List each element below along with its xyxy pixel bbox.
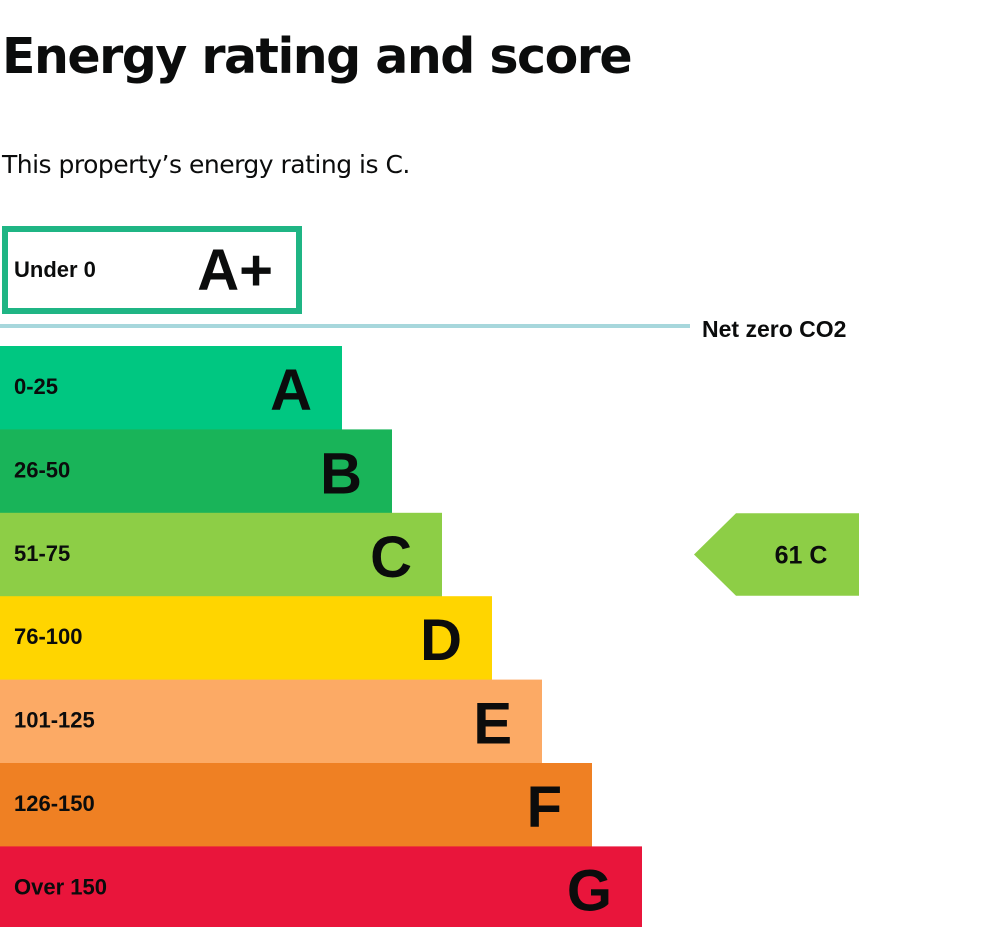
band-f-score-range: 126-150: [14, 791, 95, 816]
current-rating-score: 61 C: [775, 542, 828, 570]
band-a-plus-grade: A+: [197, 238, 273, 303]
band-b-score-range: 26-50: [14, 457, 70, 482]
band-c-score-range: 51-75: [14, 541, 70, 566]
band-c-bar: [0, 512, 442, 597]
band-d-grade: D: [420, 608, 462, 673]
band-g-grade: G: [567, 858, 612, 923]
band-e-score-range: 101-125: [14, 708, 95, 733]
band-d-score-range: 76-100: [14, 624, 83, 649]
band-d-bar: [0, 596, 492, 681]
band-a-plus-score-range: Under 0: [14, 257, 96, 282]
rating-summary: This property’s energy rating is C.: [2, 150, 410, 179]
band-b-grade: B: [320, 441, 362, 506]
band-a-grade: A: [270, 358, 312, 423]
band-c-grade: C: [370, 525, 412, 590]
band-e-grade: E: [473, 692, 512, 757]
band-a-bar: [0, 346, 342, 430]
band-a-plus-outline: [2, 226, 302, 314]
band-a-score-range: 0-25: [14, 374, 58, 399]
page-title: Energy rating and score: [2, 28, 633, 85]
band-g-bar: [0, 846, 642, 927]
band-e-bar: [0, 679, 542, 764]
band-b-bar: [0, 429, 392, 514]
current-rating-marker: [694, 513, 859, 596]
band-f-bar: [0, 763, 592, 847]
band-f-grade: F: [527, 775, 562, 840]
net-zero-label: Net zero CO2: [702, 316, 846, 342]
band-g-score-range: Over 150: [14, 874, 107, 899]
